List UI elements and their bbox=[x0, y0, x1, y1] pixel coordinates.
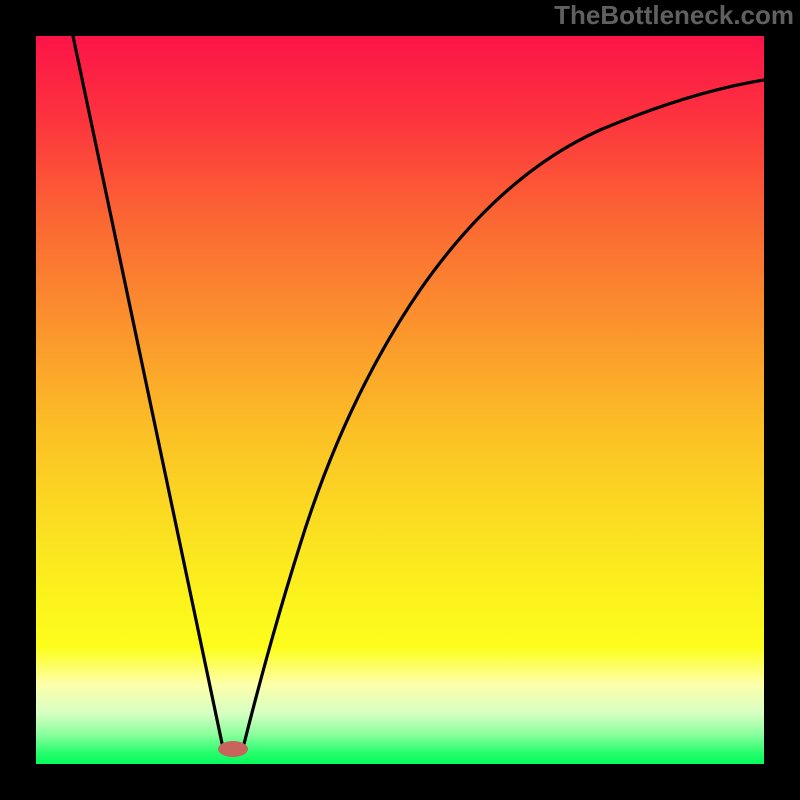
bottleneck-chart bbox=[0, 0, 800, 800]
attribution-text: TheBottleneck.com bbox=[554, 0, 794, 31]
plot-area bbox=[36, 36, 764, 764]
minimum-marker bbox=[218, 741, 248, 757]
chart-container: { "attribution": { "text": "TheBottlenec… bbox=[0, 0, 800, 800]
